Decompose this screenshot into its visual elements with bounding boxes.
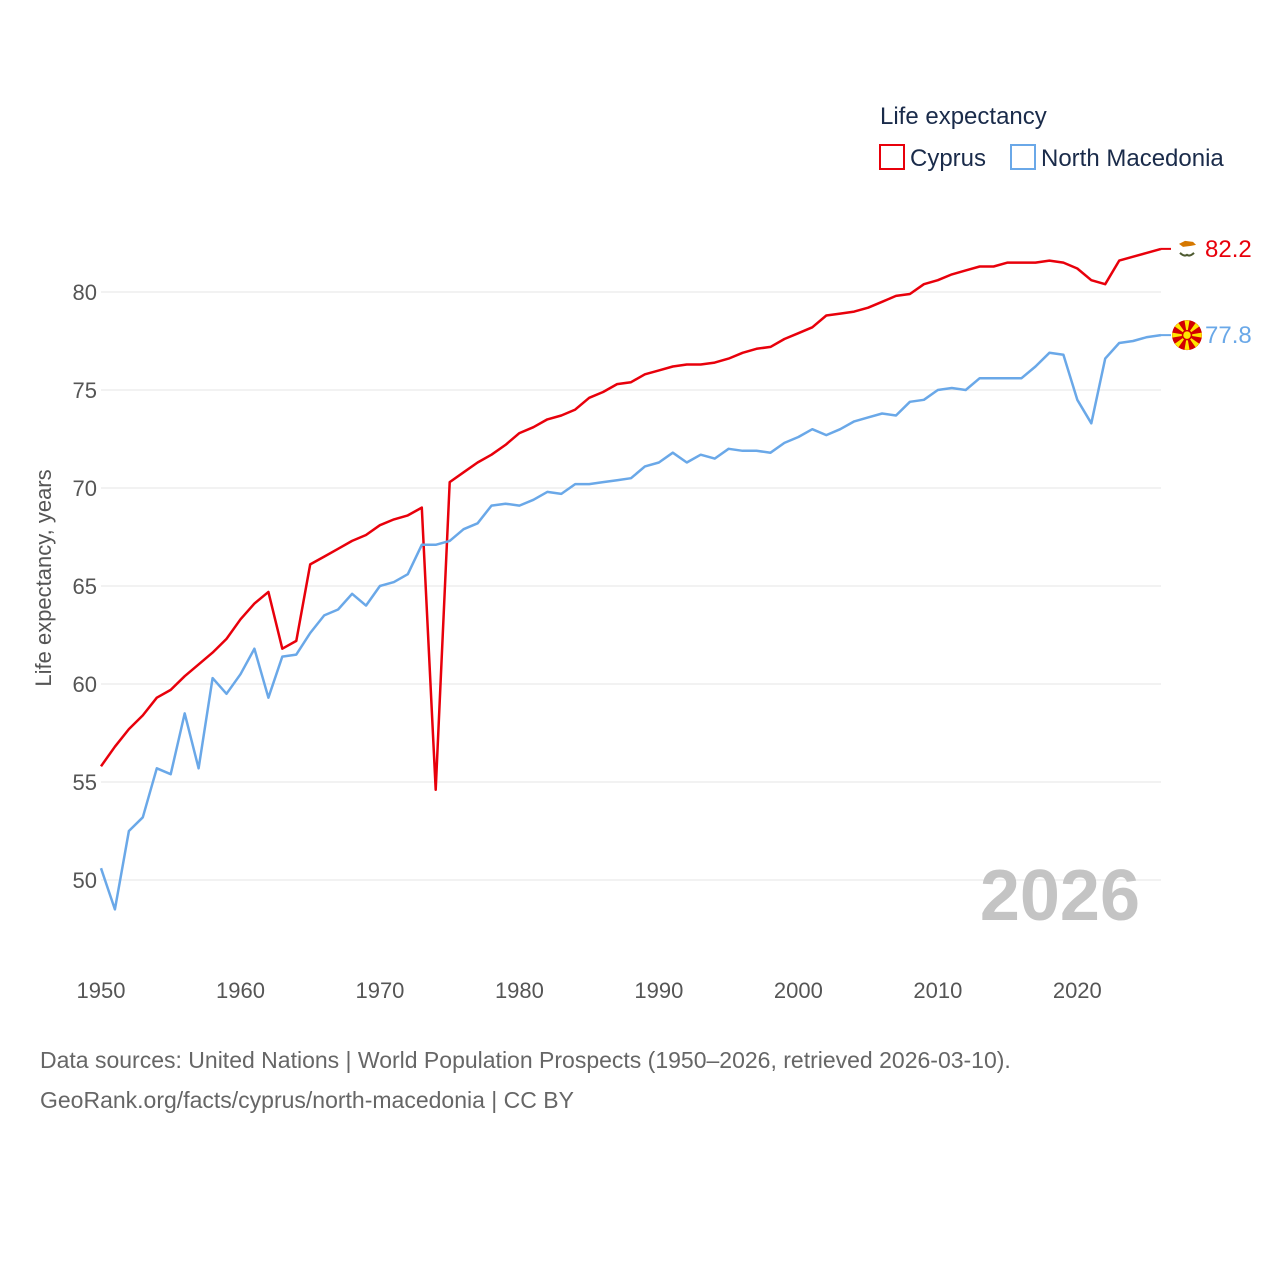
y-tick-label: 75 — [73, 378, 97, 403]
x-tick-label: 1980 — [495, 978, 544, 1003]
year-watermark: 2026 — [980, 856, 1140, 936]
legend-label-cyprus[interactable]: Cyprus — [910, 145, 986, 172]
line-chart: 50 55 60 65 70 75 80 1950 1960 1970 1980 1990 2000 2… — [31, 103, 1252, 1003]
legend-swatch-cyprus[interactable] — [879, 144, 905, 170]
x-tick-label: 2020 — [1053, 978, 1102, 1003]
flag-sun-ray — [1184, 335, 1190, 350]
end-value-label: 82.2 — [1205, 236, 1252, 263]
flag-olive-branches — [1179, 252, 1195, 257]
x-axis-ticks: 1950 1960 1970 1980 1990 2000 2010 2020 — [77, 978, 1102, 1003]
end-markers: 82.2 77.8 — [1161, 233, 1252, 351]
x-tick-label: 1990 — [634, 978, 683, 1003]
gridlines — [101, 291, 1161, 881]
end-value-label: 77.8 — [1205, 322, 1252, 349]
y-axis-ticks: 50 55 60 65 70 75 80 — [73, 280, 97, 893]
y-tick-label: 55 — [73, 770, 97, 795]
series-line-cyprus[interactable] — [99, 247, 1162, 792]
footer-sources: Data sources: United Nations | World Pop… — [40, 1047, 1011, 1073]
x-tick-label: 2010 — [913, 978, 962, 1003]
series-lines — [99, 247, 1162, 911]
y-tick-label: 60 — [73, 672, 97, 697]
x-tick-label: 2000 — [774, 978, 823, 1003]
cyprus-flag-icon — [1172, 233, 1202, 264]
y-tick-label: 80 — [73, 280, 97, 305]
footer: Data sources: United Nations | World Pop… — [40, 1040, 1011, 1120]
flag-sun-disc — [1181, 329, 1193, 341]
legend-title: Life expectancy — [880, 103, 1047, 130]
y-tick-label: 50 — [73, 868, 97, 893]
legend: Life expectancy Cyprus North Macedonia — [879, 103, 1224, 172]
x-tick-label: 1960 — [216, 978, 265, 1003]
y-tick-label: 70 — [73, 476, 97, 501]
north-macedonia-flag-icon — [1172, 320, 1202, 351]
y-axis-title: Life expectancy, years — [31, 469, 56, 686]
x-tick-label: 1970 — [355, 978, 404, 1003]
flag-sun-ray — [1172, 332, 1187, 338]
series-line-north-macedonia[interactable] — [99, 333, 1162, 911]
legend-label-north-macedonia[interactable]: North Macedonia — [1041, 145, 1224, 172]
legend-swatch-north-macedonia[interactable] — [1010, 144, 1036, 170]
flag-sun-ray — [1187, 332, 1202, 338]
flag-sun-ray — [1184, 320, 1190, 336]
x-tick-label: 1950 — [77, 978, 126, 1003]
flag-island-shape — [1179, 240, 1196, 247]
flag-background — [1172, 233, 1202, 264]
footer-link[interactable]: GeoRank.org/facts/cyprus/north-macedonia… — [40, 1087, 574, 1113]
y-tick-label: 65 — [73, 574, 97, 599]
